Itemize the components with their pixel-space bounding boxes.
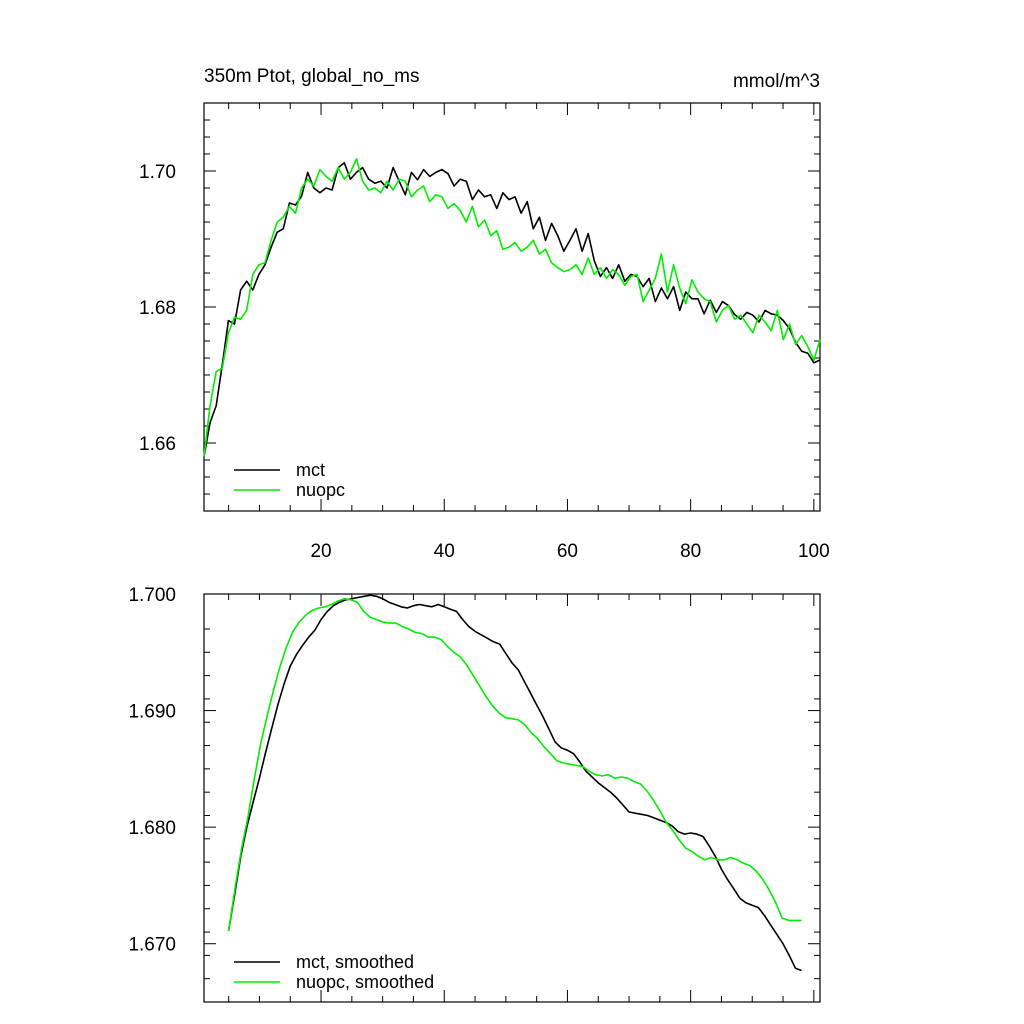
- units-label: mmol/m^3: [733, 71, 820, 92]
- bottom-axis-ticks: [204, 593, 820, 1002]
- top-x-tick-label: 20: [310, 541, 331, 562]
- top-x-tick-label: 60: [557, 541, 578, 562]
- top-y-tick-label: 1.68: [139, 298, 176, 319]
- top-panel: 350m Ptot, global_no_ms mmol/m^3 1.661.6…: [139, 66, 830, 562]
- legend-label-mct-smoothed: mct, smoothed: [296, 952, 414, 972]
- top-x-tick-label: 100: [798, 541, 830, 562]
- top-axis-labels: 1.66 1.68 1.70 20 40 60 80 100: [139, 162, 830, 562]
- legend-label-mct: mct: [296, 460, 325, 480]
- bottom-series-nuopc-smoothed: [227, 597, 802, 932]
- bottom-y-tick-label: 1.680: [128, 818, 176, 839]
- bottom-y-tick-label: 1.700: [128, 585, 176, 606]
- top-series-mct: [203, 162, 821, 457]
- bottom-legend: mct, smoothed nuopc, smoothed: [234, 952, 434, 992]
- bottom-axis-labels: 1.670 1.680 1.690 1.700: [128, 585, 176, 956]
- bottom-series-mct-smoothed: [227, 594, 802, 972]
- bottom-y-tick-label: 1.670: [128, 935, 176, 956]
- bottom-panel: 1.670 1.680 1.690 1.700 mct, smoothed nuopc…: [128, 585, 821, 1003]
- bottom-series-lines: [227, 594, 802, 972]
- chart-title: 350m Ptot, global_no_ms: [204, 66, 419, 87]
- top-x-tick-label: 40: [434, 541, 455, 562]
- legend-label-nuopc: nuopc: [296, 480, 345, 500]
- top-y-tick-label: 1.70: [139, 162, 176, 183]
- legend-label-nuopc-smoothed: nuopc, smoothed: [296, 972, 434, 992]
- bottom-plot-frame: [203, 593, 821, 1003]
- top-series-lines: [203, 158, 821, 457]
- top-axis-ticks: [204, 103, 820, 511]
- top-series-nuopc: [203, 158, 821, 457]
- top-legend: mct nuopc: [234, 460, 345, 500]
- top-x-tick-label: 80: [680, 541, 701, 562]
- top-y-tick-label: 1.66: [139, 434, 176, 455]
- bottom-y-tick-label: 1.690: [128, 702, 176, 723]
